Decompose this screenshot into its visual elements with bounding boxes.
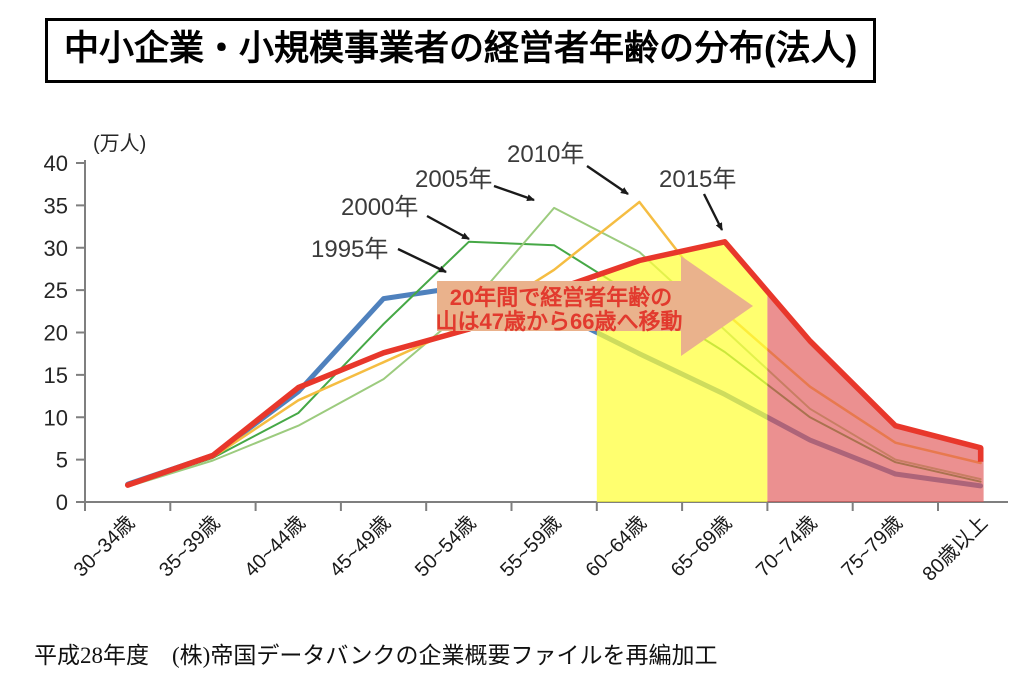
- source-note: 平成28年度 (株)帝国データバンクの企業概要ファイルを再編加工: [34, 643, 718, 668]
- x-category-label: 30~34歳: [69, 511, 139, 581]
- pink-band-highlight: [767, 291, 984, 502]
- y-tick-label: 25: [44, 278, 68, 303]
- series-label-2015年: 2015年: [659, 166, 736, 193]
- x-category-label: 40~44歳: [240, 511, 310, 581]
- y-tick-label: 40: [44, 151, 68, 176]
- series-label-2010年: 2010年: [507, 141, 584, 168]
- x-category-label: 60~64歳: [581, 511, 651, 581]
- x-category-label: 70~74歳: [751, 511, 821, 581]
- y-axis-unit-label: (万人): [93, 132, 146, 155]
- series-label-leader-arrow: [397, 247, 447, 274]
- x-category-label: 75~79歳: [837, 511, 907, 581]
- y-tick-label: 15: [44, 363, 68, 388]
- x-category-label: 35~39歳: [154, 511, 224, 581]
- y-tick-label: 10: [44, 405, 68, 430]
- series-label-1995年: 1995年: [311, 236, 388, 263]
- annotation-text-line2: 山は47歳から66歳へ移動: [436, 309, 683, 334]
- y-tick-label: 30: [44, 236, 68, 261]
- annotation-arrow: [437, 256, 753, 356]
- y-tick-label: 0: [56, 490, 68, 515]
- x-category-label: 50~54歳: [410, 511, 480, 581]
- series-label-2005年: 2005年: [415, 166, 492, 193]
- x-category-label: 55~59歳: [496, 511, 566, 581]
- series-label-2000年: 2000年: [341, 194, 418, 221]
- chart-title: 中小企業・小規模事業者の経営者年齢の分布(法人): [45, 18, 877, 83]
- y-tick-label: 20: [44, 321, 68, 346]
- x-category-label: 65~69歳: [666, 511, 736, 581]
- annotation-text-line1: 20年間で経営者年齢の: [450, 285, 672, 310]
- y-tick-label: 5: [56, 448, 68, 473]
- y-tick-label: 35: [44, 193, 68, 218]
- series-label-leader-arrow: [426, 214, 470, 241]
- x-category-label: 80歳以上: [918, 511, 992, 585]
- series-label-leader-arrow: [702, 193, 724, 231]
- series-label-leader-arrow: [586, 165, 629, 195]
- series-label-leader-arrow: [493, 184, 535, 202]
- x-category-label: 45~49歳: [325, 511, 395, 581]
